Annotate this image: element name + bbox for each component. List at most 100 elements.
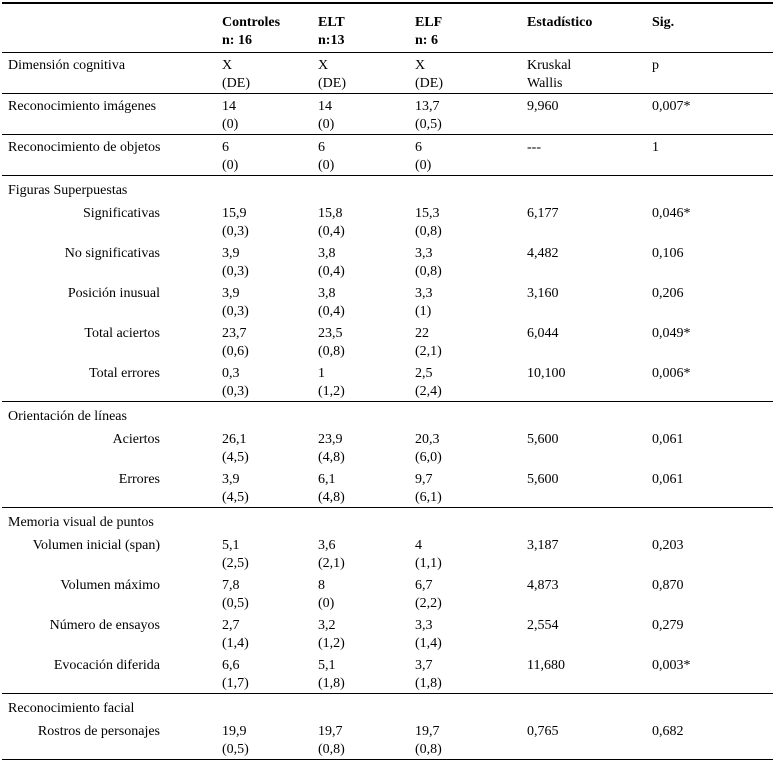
column-header: ELF n: 6 bbox=[409, 3, 521, 53]
data-row: Aciertos 26,1 (4,5) 23,9 (4,8) 20,3 (6,0) 5,600… bbox=[2, 427, 773, 467]
data-row: Número de ensayos 2,7 (1,4) 3,2 (1,2) 3,3 (1,4… bbox=[2, 613, 773, 653]
section-header: Memoria visual de puntos bbox=[8, 515, 154, 530]
row-label: No significativas bbox=[64, 246, 160, 261]
value-cell: 4,482 bbox=[521, 241, 646, 281]
value-cell: 3,6 (2,1) bbox=[312, 533, 409, 573]
cell-line: 0,870 bbox=[652, 578, 684, 593]
cell-line: 3,187 bbox=[527, 538, 559, 553]
value-cell: 6,044 bbox=[521, 321, 646, 361]
value-cell: 10,100 bbox=[521, 361, 646, 402]
value-cell: 11,680 bbox=[521, 653, 646, 694]
value-cell: 7,8 (0,5) bbox=[216, 573, 312, 613]
cell-line: 0,203 bbox=[652, 538, 684, 553]
value-cell: 1 (1,2) bbox=[312, 361, 409, 402]
value-cell: 3,9 (0,3) bbox=[216, 241, 312, 281]
cell-line: ELT bbox=[318, 15, 345, 30]
value-cell: 14 (0) bbox=[216, 93, 312, 135]
cell-line: 3,7 bbox=[415, 658, 433, 673]
value-cell: 6 (0) bbox=[312, 134, 409, 176]
cell-line: 0,206 bbox=[652, 286, 684, 301]
cell-line: 2,554 bbox=[527, 618, 559, 633]
value-cell: 8 (0) bbox=[312, 573, 409, 613]
cell-line: 15,8 bbox=[318, 206, 343, 221]
section-header: Reconocimiento facial bbox=[8, 701, 135, 716]
cell-line: (0) bbox=[318, 158, 335, 173]
value-cell: 3,9 (0,3) bbox=[216, 281, 312, 321]
cell-line: (0,3) bbox=[222, 384, 249, 399]
cell-line: --- bbox=[527, 140, 541, 155]
cell-line: (0,3) bbox=[222, 224, 249, 239]
cell-line: 14 bbox=[222, 99, 236, 114]
cell-line: 26,1 bbox=[222, 432, 247, 447]
value-cell: 0,206 bbox=[646, 281, 773, 321]
cell-line: 0,279 bbox=[652, 618, 684, 633]
cell-line: 4,873 bbox=[527, 578, 559, 593]
cell-line: 3,8 bbox=[318, 246, 336, 261]
cell-line: 6,7 bbox=[415, 578, 433, 593]
cell-line: (0,3) bbox=[222, 304, 249, 319]
section-row: Orientación de líneas bbox=[2, 402, 773, 428]
cell-line: (0,8) bbox=[415, 742, 442, 757]
cell-line: 0,061 bbox=[652, 472, 684, 487]
data-row: Total errores 0,3 (0,3) 1 (1,2) 2,5 (2,4) 10,10… bbox=[2, 361, 773, 402]
value-cell: 3,187 bbox=[521, 533, 646, 573]
section-row: Memoria visual de puntos bbox=[2, 508, 773, 534]
cell-line: 0,765 bbox=[527, 724, 559, 739]
value-cell: 3,8 (0,4) bbox=[312, 241, 409, 281]
cell-line: X bbox=[318, 58, 329, 73]
value-cell: 19,7 (0,8) bbox=[409, 719, 521, 760]
value-cell: 6 (0) bbox=[409, 134, 521, 176]
row-label: Dimensión cognitiva bbox=[2, 52, 216, 94]
cell-line: 6,6 bbox=[222, 658, 240, 673]
row-label: Volumen inicial (span) bbox=[32, 538, 160, 553]
row-label: Reconocimiento de objetos bbox=[2, 134, 216, 176]
cell-line: 5,600 bbox=[527, 432, 559, 447]
cell-line: 0,061 bbox=[652, 432, 684, 447]
value-cell: --- bbox=[521, 134, 646, 176]
data-row: Reconocimiento imágenes 14 (0) 14 (0) 13,7 (0,… bbox=[2, 93, 773, 135]
cell-line: (4,5) bbox=[222, 490, 249, 505]
cell-line: (1,4) bbox=[415, 636, 442, 651]
value-cell: 26,1 (4,5) bbox=[216, 427, 312, 467]
value-cell: 0,106 bbox=[646, 241, 773, 281]
data-row: Reconocimiento de objetos 6 (0) 6 (0) 6 (0) ---… bbox=[2, 134, 773, 176]
value-cell: 9,7 (6,1) bbox=[409, 467, 521, 508]
value-cell: 6,6 (1,7) bbox=[216, 653, 312, 694]
value-cell: Kruskal Wallis bbox=[521, 52, 646, 94]
value-cell: 2,7 (1,4) bbox=[216, 613, 312, 653]
row-label: Rostros de personajes bbox=[2, 719, 216, 760]
value-cell: 0,203 bbox=[646, 533, 773, 573]
value-cell: 3,3 (1,4) bbox=[409, 613, 521, 653]
cell-line: 23,9 bbox=[318, 432, 343, 447]
value-cell: p bbox=[646, 52, 773, 94]
value-cell: 3,3 (0,8) bbox=[409, 241, 521, 281]
cell-line: 4,482 bbox=[527, 246, 559, 261]
value-cell: 5,1 (1,8) bbox=[312, 653, 409, 694]
value-cell: 5,600 bbox=[521, 427, 646, 467]
value-cell: 1 bbox=[646, 134, 773, 176]
cell-line: (2,2) bbox=[415, 596, 442, 611]
cell-line: 9,960 bbox=[527, 99, 559, 114]
row-label: Evocación diferida bbox=[2, 653, 216, 694]
cell-line: 6,177 bbox=[527, 206, 559, 221]
cell-line: 5,1 bbox=[222, 538, 240, 553]
data-row: Errores 3,9 (4,5) 6,1 (4,8) 9,7 (6,1) 5,600 0,06… bbox=[2, 467, 773, 508]
cell-line: 0,682 bbox=[652, 724, 684, 739]
cell-line: 0,046* bbox=[652, 206, 691, 221]
cell-line: 3,9 bbox=[222, 472, 240, 487]
cell-line: n: 6 bbox=[415, 33, 438, 48]
cell-line: (DE) bbox=[318, 76, 346, 91]
cell-line: 11,680 bbox=[527, 658, 565, 673]
statistics-table-body: Controles n: 16 ELT n:13 ELF n: 6 Estadístico S… bbox=[2, 3, 773, 760]
cell-line: (0,5) bbox=[222, 596, 249, 611]
row-label: Aciertos bbox=[112, 432, 160, 447]
value-cell: 3,2 (1,2) bbox=[312, 613, 409, 653]
section-header: Orientación de líneas bbox=[8, 409, 127, 424]
cell-line: p bbox=[652, 58, 659, 73]
cell-line: X bbox=[415, 58, 426, 73]
cell-line: 23,7 bbox=[222, 326, 247, 341]
cell-line: (0) bbox=[318, 596, 335, 611]
cell-line: 3,9 bbox=[222, 286, 240, 301]
cell-line: (DE) bbox=[222, 76, 250, 91]
cell-line: 4 bbox=[415, 538, 422, 553]
